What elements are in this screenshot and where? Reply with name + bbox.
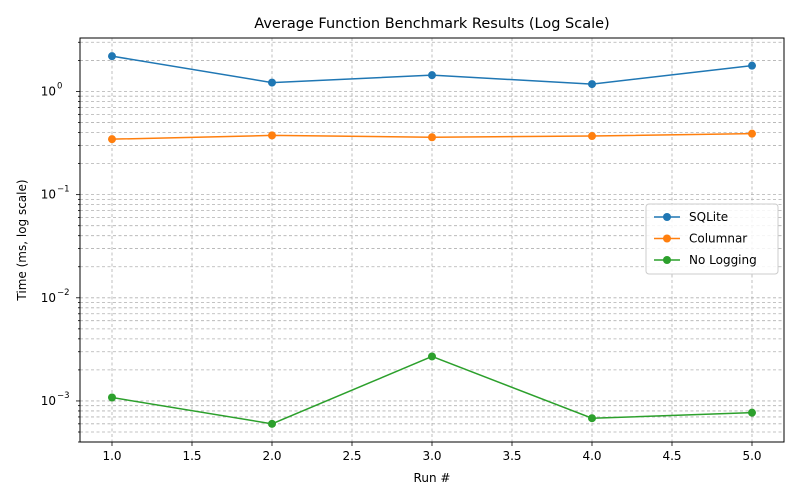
legend-box (645, 203, 779, 275)
data-point (588, 132, 596, 141)
legend-label: Columnar (689, 232, 747, 246)
y-tick-exponent: 0 (57, 81, 62, 91)
y-tick-label: 10 (41, 394, 56, 408)
data-point (428, 133, 436, 142)
data-point (108, 135, 116, 144)
x-tick-label: 2.5 (342, 449, 361, 463)
x-tick-label: 1.0 (102, 449, 121, 463)
x-tick-label: 2.0 (262, 449, 281, 463)
data-point (428, 71, 436, 80)
data-point (268, 78, 276, 87)
legend: SQLite Columnar No Logging (645, 203, 779, 275)
data-point (268, 419, 276, 428)
legend-swatch-marker (663, 256, 671, 264)
grid (80, 38, 784, 443)
y-tick-exponent: −2 (57, 288, 70, 298)
y-tick-exponent: −3 (57, 391, 70, 401)
data-point (588, 80, 596, 89)
x-axis: 1.0 1.5 2.0 2.5 3.0 3.5 4.0 4.5 5.0 (102, 442, 762, 463)
chart-title: Average Function Benchmark Results (Log … (254, 16, 609, 32)
y-tick-exponent: −1 (57, 185, 70, 195)
legend-swatch-marker (663, 213, 671, 221)
data-point (428, 352, 436, 361)
x-tick-label: 5.0 (742, 449, 761, 463)
x-tick-label: 1.5 (182, 449, 201, 463)
x-axis-label: Run # (414, 471, 451, 485)
y-tick-label: 10 (41, 188, 56, 202)
data-point (108, 52, 116, 61)
legend-label: No Logging (689, 253, 757, 267)
series-group (108, 52, 756, 428)
data-point (748, 408, 756, 417)
x-tick-label: 3.5 (502, 449, 521, 463)
data-point (588, 414, 596, 423)
legend-label: SQLite (689, 210, 728, 224)
data-point (748, 61, 756, 70)
x-tick-label: 4.5 (662, 449, 681, 463)
y-axis-label: Time (ms, log scale) (15, 179, 29, 301)
y-tick-label: 10 (41, 291, 56, 305)
data-point (108, 393, 116, 402)
x-tick-label: 4.0 (582, 449, 601, 463)
legend-swatch-marker (663, 234, 671, 243)
data-point (748, 129, 756, 138)
data-point (268, 131, 276, 140)
y-tick-label: 10 (41, 84, 56, 98)
x-tick-label: 3.0 (422, 449, 441, 463)
